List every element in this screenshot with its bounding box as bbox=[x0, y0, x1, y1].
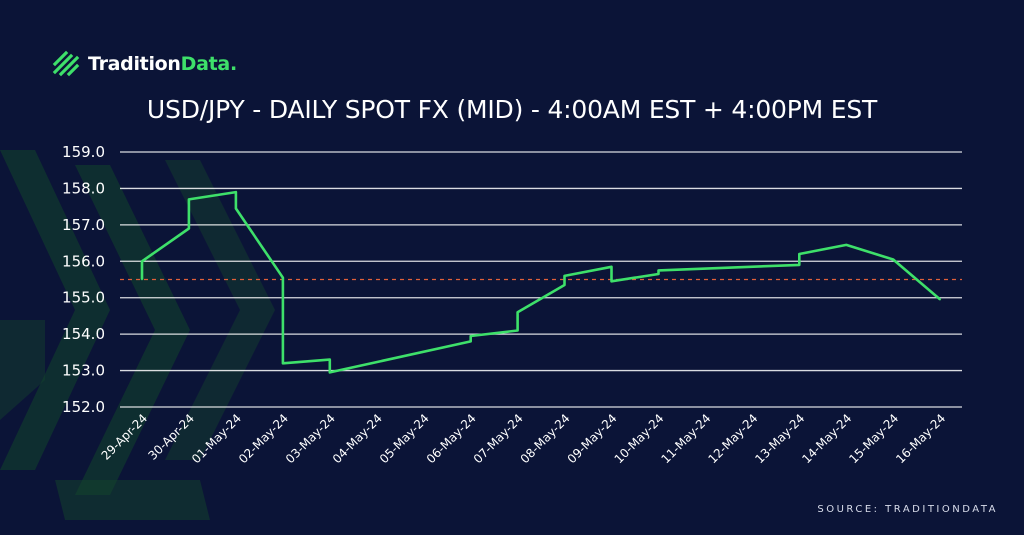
chevron-shape-4 bbox=[55, 480, 210, 520]
y-tick-label: 156.0 bbox=[62, 252, 105, 270]
y-tick-label: 158.0 bbox=[62, 179, 105, 197]
data-point bbox=[141, 260, 143, 263]
brand-logo: TraditionData. bbox=[52, 50, 237, 78]
chevron-shape-0 bbox=[0, 150, 110, 470]
x-tick-label: 01-May-24 bbox=[189, 411, 244, 466]
data-point bbox=[282, 362, 284, 365]
data-point bbox=[563, 284, 566, 286]
data-point bbox=[329, 358, 331, 361]
y-tick-label: 155.0 bbox=[62, 289, 105, 307]
data-point bbox=[188, 198, 190, 201]
chart-title: USD/JPY - DAILY SPOT FX (MID) - 4:00AM E… bbox=[146, 95, 878, 124]
data-point bbox=[469, 340, 472, 343]
brand-name: TraditionData. bbox=[88, 53, 237, 75]
data-point bbox=[798, 264, 801, 266]
x-tick-label: 12-May-24 bbox=[705, 411, 760, 466]
y-tick-label: 153.0 bbox=[62, 362, 105, 380]
data-point bbox=[610, 265, 613, 268]
x-tick-label: 02-May-24 bbox=[236, 411, 291, 466]
data-point bbox=[516, 311, 519, 314]
x-tick-label: 15-May-24 bbox=[846, 411, 901, 466]
y-tick-label: 152.0 bbox=[62, 398, 105, 416]
data-point bbox=[329, 371, 331, 374]
y-tick-label: 157.0 bbox=[62, 216, 105, 234]
data-point bbox=[235, 191, 237, 193]
x-tick-label: 03-May-24 bbox=[283, 411, 338, 466]
y-tick-label: 159.0 bbox=[62, 143, 105, 161]
x-axis-ticks: 29-Apr-2430-Apr-2401-May-2402-May-2403-M… bbox=[99, 411, 949, 466]
x-tick-label: 06-May-24 bbox=[424, 411, 479, 466]
series-line bbox=[140, 190, 942, 374]
x-tick-label: 11-May-24 bbox=[659, 411, 714, 466]
data-point bbox=[657, 273, 660, 275]
chevron-shape-1 bbox=[75, 165, 190, 495]
data-point bbox=[235, 207, 237, 210]
data-point bbox=[845, 244, 848, 246]
data-point bbox=[141, 278, 143, 281]
data-point bbox=[892, 258, 894, 261]
series-group bbox=[140, 190, 942, 374]
x-tick-label: 10-May-24 bbox=[612, 411, 667, 466]
data-point bbox=[563, 275, 566, 277]
x-tick-label: 07-May-24 bbox=[471, 411, 526, 466]
data-point bbox=[516, 329, 519, 332]
y-tick-label: 154.0 bbox=[62, 325, 105, 343]
data-point bbox=[469, 335, 472, 337]
data-point bbox=[657, 269, 660, 272]
x-tick-label: 08-May-24 bbox=[518, 411, 573, 466]
data-point bbox=[610, 280, 613, 283]
x-tick-label: 04-May-24 bbox=[330, 411, 385, 466]
x-tick-label: 16-May-24 bbox=[893, 411, 948, 466]
x-tick-label: 29-Apr-24 bbox=[99, 411, 151, 463]
chevron-decoration bbox=[0, 150, 275, 520]
data-point bbox=[798, 253, 801, 255]
data-point bbox=[188, 227, 190, 230]
chevron-shape-2 bbox=[165, 160, 275, 460]
x-tick-label: 05-May-24 bbox=[377, 411, 432, 466]
chevron-shape-3 bbox=[0, 320, 45, 420]
data-point bbox=[939, 298, 941, 301]
x-tick-label: 14-May-24 bbox=[799, 411, 854, 466]
x-tick-label: 09-May-24 bbox=[565, 411, 620, 466]
x-tick-label: 13-May-24 bbox=[752, 411, 807, 466]
source-caption: SOURCE: TRADITIONDATA bbox=[817, 504, 998, 515]
tradition-logo-icon bbox=[52, 50, 80, 77]
y-axis-ticks: 152.0 153.0 154.0 155.0 156.0 157.0 158.0 159.0 bbox=[62, 143, 105, 416]
data-point bbox=[282, 276, 284, 279]
